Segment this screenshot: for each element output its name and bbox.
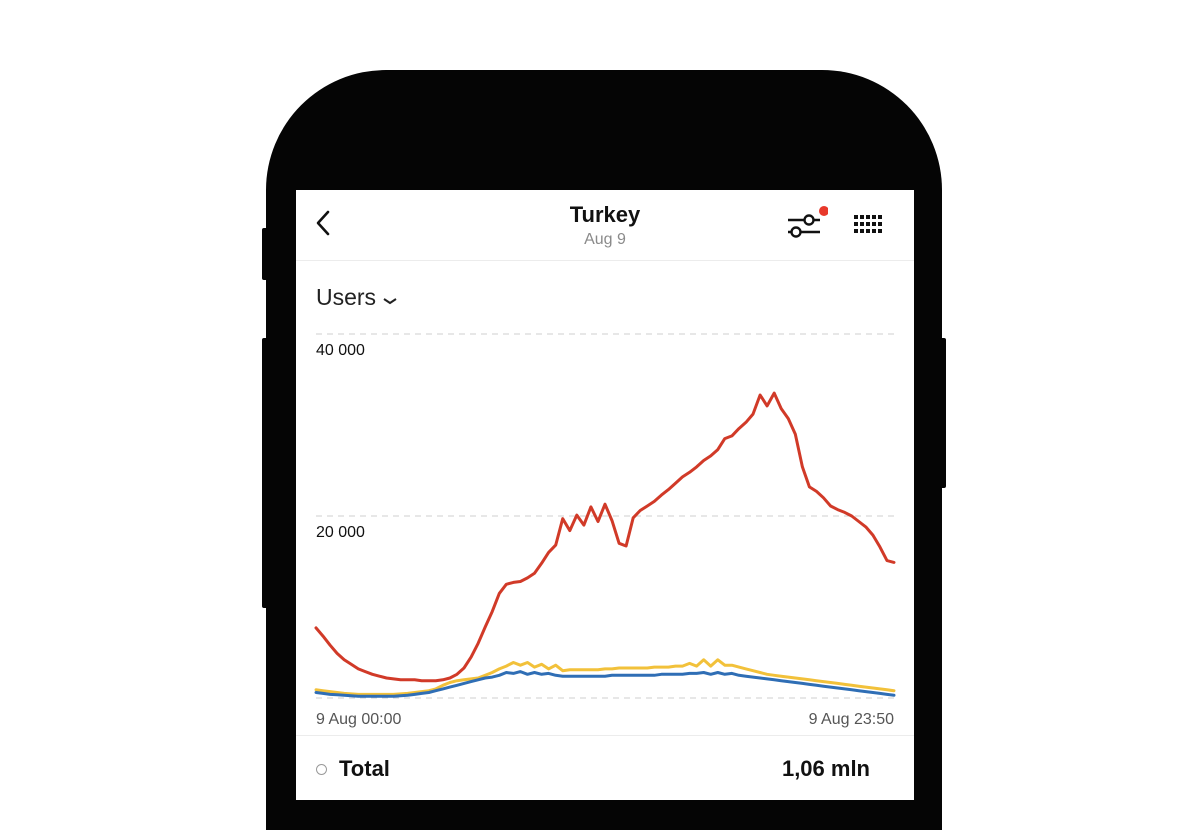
y-tick-label: 20 000 [316,524,365,541]
top-bar: Turkey Aug 9 [296,190,914,261]
x-start-label: 9 Aug 00:00 [316,711,402,728]
total-label: Total [339,756,390,781]
total-value: 1,06 mln [781,756,870,781]
series-line-1 [314,391,896,683]
phone-power-button [940,338,946,488]
phone-volume-up-button [262,338,268,608]
app-screen: Turkey Aug 9 Users 40 000 20 000 9 Aug 00:… [296,190,914,800]
series-line-2 [314,658,896,696]
filter-sliders-icon [788,206,829,238]
series-line-3 [314,670,896,698]
apps-grid-button[interactable] [852,212,884,238]
y-tick-label: 40 000 [316,342,365,359]
metric-label: Users [316,284,377,310]
filter-button[interactable] [784,204,829,244]
chevron-down-icon [382,285,398,312]
x-end-label: 9 Aug 23:50 [809,711,895,728]
metric-selector[interactable]: Users [316,284,398,312]
page-subtitle: Aug 9 [584,231,626,248]
back-button[interactable] [312,208,336,238]
grid-icon [854,215,882,233]
users-line-chart: 40 000 20 000 9 Aug 00:00 9 Aug 23:50 [314,333,896,728]
series-radio-icon[interactable] [316,764,327,775]
total-row: Total 1,06 mln [296,735,914,800]
notification-dot [819,206,829,216]
page-title: Turkey [569,202,641,227]
chevron-left-icon [316,210,330,236]
phone-side-button [262,228,268,280]
